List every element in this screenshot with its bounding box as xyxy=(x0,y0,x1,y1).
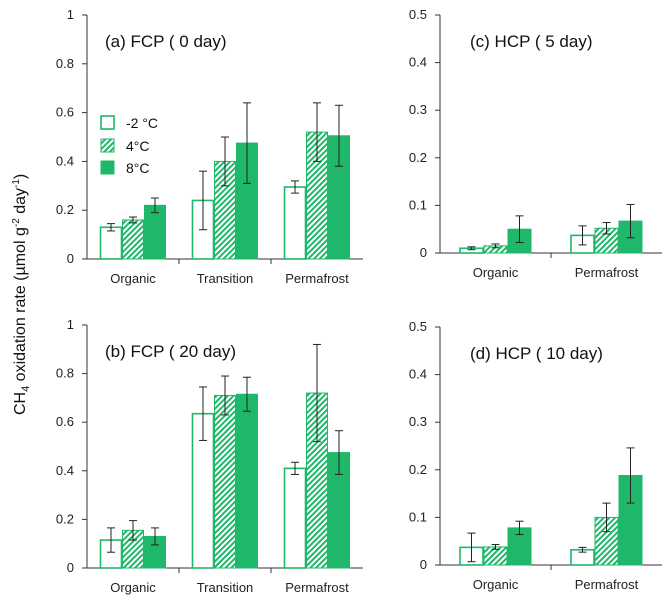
legend-label-hatch: 4°C xyxy=(126,138,150,154)
y-tick-label: 0.2 xyxy=(56,511,74,526)
y-tick-label: 0 xyxy=(420,557,427,572)
y-tick-label: 0.4 xyxy=(409,55,427,70)
bar xyxy=(99,226,123,260)
bar xyxy=(144,204,166,260)
y-tick-label: 0.6 xyxy=(56,414,74,429)
category-label: Organic xyxy=(110,580,156,595)
bar xyxy=(122,219,144,260)
y-tick-label: 0.3 xyxy=(409,414,427,429)
legend-swatch-open xyxy=(100,115,115,130)
y-tick-label: 0.1 xyxy=(409,509,427,524)
y-tick-label: 0.8 xyxy=(56,56,74,71)
panel-b: 0 0.2 0.4 0.6 0.8 1 Organic Transition Permafros… xyxy=(56,317,363,595)
legend-swatch-solid xyxy=(100,160,115,175)
panel-d: 0 0.1 0.2 0.3 0.4 0.5 Organic Permafrost (d) HCP… xyxy=(409,319,662,592)
legend-label-open: -2 °C xyxy=(126,115,158,131)
y-tick-label: 0.3 xyxy=(409,102,427,117)
y-tick-label: 0.8 xyxy=(56,366,74,381)
panel-title: (c) HCP ( 5 day) xyxy=(470,32,593,51)
bar xyxy=(214,394,236,569)
panel-title: (a) FCP ( 0 day) xyxy=(105,32,227,51)
legend: -2 °C 4°C 8°C xyxy=(100,115,158,176)
y-tick-label: 0 xyxy=(420,245,427,260)
category-label: Organic xyxy=(473,577,519,592)
panel-title: (d) HCP ( 10 day) xyxy=(470,344,603,363)
panel-c: 0 0.1 0.2 0.3 0.4 0.5 Organic Permafrost (c) HCP… xyxy=(409,7,662,280)
legend-swatch-hatch xyxy=(100,138,115,153)
panel-a: 0 0.2 0.4 0.6 0.8 1 Organic Transition Permafros… xyxy=(56,7,363,286)
y-tick-label: 0 xyxy=(67,560,74,575)
y-tick-label: 1 xyxy=(67,317,74,332)
y-tick-label: 1 xyxy=(67,7,74,22)
category-label: Permafrost xyxy=(575,265,639,280)
category-label: Transition xyxy=(197,271,254,286)
y-tick-label: 0.2 xyxy=(409,150,427,165)
category-label: Permafrost xyxy=(285,271,349,286)
y-tick-label: 0.4 xyxy=(56,153,74,168)
category-label: Organic xyxy=(110,271,156,286)
bar xyxy=(283,186,307,260)
category-label: Permafrost xyxy=(285,580,349,595)
y-tick-label: 0.4 xyxy=(56,463,74,478)
y-tick-label: 0.2 xyxy=(56,202,74,217)
category-label: Permafrost xyxy=(575,577,639,592)
bar xyxy=(236,393,258,569)
y-tick-label: 0.4 xyxy=(409,367,427,382)
legend-label-solid: 8°C xyxy=(126,160,150,176)
y-tick-label: 0.2 xyxy=(409,462,427,477)
y-tick-label: 0.1 xyxy=(409,197,427,212)
y-tick-label: 0.5 xyxy=(409,319,427,334)
bar xyxy=(283,467,307,569)
category-label: Organic xyxy=(473,265,519,280)
y-tick-label: 0.6 xyxy=(56,105,74,120)
category-label: Transition xyxy=(197,580,254,595)
panel-title: (b) FCP ( 20 day) xyxy=(105,342,236,361)
y-tick-label: 0.5 xyxy=(409,7,427,22)
y-tick-label: 0 xyxy=(67,251,74,266)
y-axis-label: CH4 oxidation rate (µmol g-2 day-1) xyxy=(11,174,32,415)
